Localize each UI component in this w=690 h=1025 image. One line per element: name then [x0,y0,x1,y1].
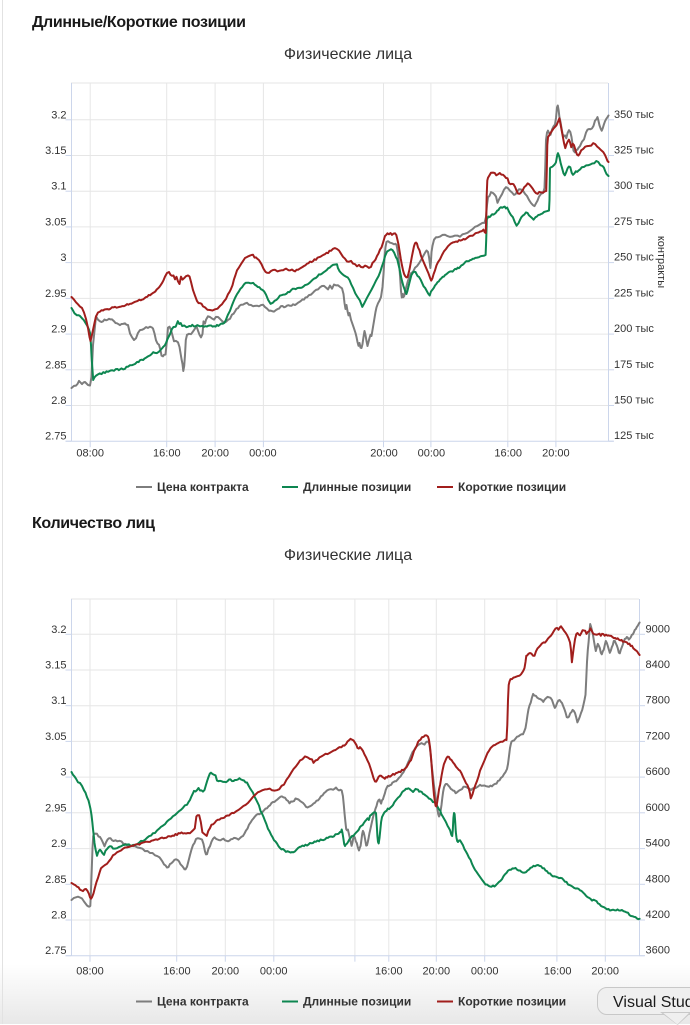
svg-text:Цена контракта: Цена контракта [157,480,249,494]
svg-text:2.75: 2.75 [45,431,66,443]
svg-text:контракты: контракты [655,236,667,288]
svg-text:9000: 9000 [646,623,670,635]
svg-text:150 тыс: 150 тыс [614,395,654,407]
svg-text:00:00: 00:00 [418,448,446,460]
svg-text:Цена контракта: Цена контракта [157,995,249,1009]
svg-text:08:00: 08:00 [76,966,104,978]
svg-text:Короткие позиции: Короткие позиции [458,995,566,1009]
svg-text:16:00: 16:00 [153,448,181,460]
svg-text:3.2: 3.2 [51,624,66,636]
svg-text:20:00: 20:00 [212,966,240,978]
svg-text:6000: 6000 [646,802,670,814]
svg-text:00:00: 00:00 [260,966,288,978]
svg-text:7200: 7200 [646,730,670,742]
svg-text:2.9: 2.9 [51,838,66,850]
svg-text:20:00: 20:00 [201,448,229,460]
svg-text:2.75: 2.75 [45,945,66,957]
svg-text:16:00: 16:00 [375,966,403,978]
svg-text:Короткие позиции: Короткие позиции [458,480,566,494]
svg-text:3.05: 3.05 [45,216,66,228]
svg-text:200 тыс: 200 тыс [614,323,654,335]
svg-text:20:00: 20:00 [423,966,451,978]
svg-text:325 тыс: 325 тыс [614,145,654,157]
svg-text:7800: 7800 [646,695,670,707]
svg-text:3.15: 3.15 [45,660,66,672]
svg-text:20:00: 20:00 [370,448,398,460]
svg-text:175 тыс: 175 тыс [614,359,654,371]
svg-text:16:00: 16:00 [494,448,522,460]
svg-text:300 тыс: 300 тыс [614,180,654,192]
svg-text:2.8: 2.8 [51,395,66,407]
svg-text:2.9: 2.9 [51,324,66,336]
svg-text:3.1: 3.1 [51,695,66,707]
svg-text:8400: 8400 [646,659,670,671]
svg-text:20:00: 20:00 [591,966,619,978]
svg-text:4800: 4800 [646,873,670,885]
svg-text:Физические лица: Физические лица [284,547,412,564]
svg-text:3.15: 3.15 [45,145,66,157]
svg-text:16:00: 16:00 [544,966,572,978]
svg-text:2.8: 2.8 [51,910,66,922]
svg-text:275 тыс: 275 тыс [614,216,654,228]
svg-text:125 тыс: 125 тыс [614,430,654,442]
svg-text:3600: 3600 [646,945,670,957]
svg-text:Физические лица: Физические лица [284,46,412,63]
svg-text:08:00: 08:00 [76,448,104,460]
svg-text:4200: 4200 [646,909,670,921]
svg-text:3.05: 3.05 [45,731,66,743]
svg-text:225 тыс: 225 тыс [614,287,654,299]
svg-text:00:00: 00:00 [471,966,499,978]
svg-text:00:00: 00:00 [249,448,277,460]
svg-text:3: 3 [60,252,66,264]
svg-text:350 тыс: 350 тыс [614,109,654,121]
svg-text:250 тыс: 250 тыс [614,252,654,264]
svg-text:2.85: 2.85 [45,874,66,886]
svg-text:2.95: 2.95 [45,288,66,300]
svg-text:Длинные позиции: Длинные позиции [303,995,411,1009]
svg-text:5400: 5400 [646,838,670,850]
svg-text:3.2: 3.2 [51,109,66,121]
svg-text:3.1: 3.1 [51,181,66,193]
svg-text:2.95: 2.95 [45,802,66,814]
svg-text:6600: 6600 [646,766,670,778]
svg-text:Длинные позиции: Длинные позиции [303,480,411,494]
svg-text:16:00: 16:00 [163,966,191,978]
svg-text:20:00: 20:00 [542,448,570,460]
svg-text:3: 3 [60,767,66,779]
svg-text:2.85: 2.85 [45,359,66,371]
